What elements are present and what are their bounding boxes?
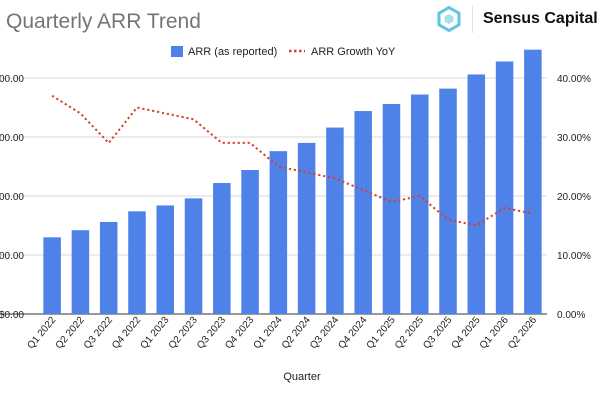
bar-q2-2023 bbox=[184, 198, 203, 314]
bar-q2-2022 bbox=[71, 230, 90, 314]
y-right-tick-label: 20.00% bbox=[557, 192, 591, 203]
brand-hexagon-icon bbox=[437, 6, 461, 32]
brand-logo-block: Sensus Capital bbox=[436, 4, 598, 34]
brand-name: Sensus Capital bbox=[483, 10, 598, 27]
x-tick-label: Q4 2022 bbox=[110, 315, 143, 352]
x-tick-label: Q1 2024 bbox=[252, 315, 285, 352]
bar-q3-2023 bbox=[213, 183, 231, 314]
bar-q2-2026 bbox=[524, 49, 542, 315]
x-tick-label: Q2 2026 bbox=[506, 315, 539, 352]
x-tick-label: Q3 2022 bbox=[82, 315, 115, 352]
bar-q3-2025 bbox=[439, 88, 457, 315]
x-tick-label: Q2 2023 bbox=[167, 315, 200, 352]
y-axis-left: $0.00 00.00 00.00 00.00 00.00 bbox=[0, 74, 24, 321]
x-tick-label: Q1 2025 bbox=[365, 315, 398, 352]
x-tick-label: Q1 2026 bbox=[478, 315, 511, 352]
x-tick-label: Q2 2024 bbox=[280, 315, 313, 352]
bar-q2-2025 bbox=[410, 94, 429, 315]
y-right-tick-label: 0.00% bbox=[557, 310, 585, 321]
x-tick-label: Q3 2024 bbox=[308, 315, 341, 352]
bar-q4-2022 bbox=[128, 211, 146, 314]
growth-line bbox=[51, 94, 534, 227]
x-axis-title: Quarter bbox=[283, 371, 321, 383]
legend: ARR (as reported) ARR Growth YoY bbox=[171, 46, 396, 58]
brand-separator bbox=[472, 5, 473, 33]
y-left-tick-label: 00.00 bbox=[0, 192, 24, 203]
bar-q3-2024 bbox=[326, 127, 344, 314]
y-right-tick-label: 30.00% bbox=[557, 133, 591, 144]
bar-q4-2024 bbox=[354, 111, 372, 314]
bar-q4-2023 bbox=[241, 170, 259, 314]
y-left-tick-label: $0.00 bbox=[0, 310, 24, 321]
legend-label-arr: ARR (as reported) bbox=[188, 46, 277, 58]
y-left-tick-label: 00.00 bbox=[0, 251, 24, 262]
x-tick-label: Q4 2025 bbox=[450, 315, 483, 352]
x-tick-label: Q2 2022 bbox=[54, 315, 87, 352]
bar-q4-2025 bbox=[467, 74, 486, 315]
bar-q1-2024 bbox=[269, 151, 288, 314]
y-axis-right: 0.00% 10.00% 20.00% 30.00% 40.00% bbox=[557, 74, 591, 321]
x-tick-label: Q4 2024 bbox=[336, 315, 369, 352]
x-tick-label: Q3 2025 bbox=[421, 315, 454, 352]
x-tick-label: Q2 2025 bbox=[393, 315, 426, 352]
y-left-tick-label: 00.00 bbox=[0, 133, 24, 144]
legend-label-growth: ARR Growth YoY bbox=[311, 46, 396, 58]
bar-q1-2022 bbox=[43, 237, 61, 314]
legend-swatch-arr bbox=[171, 46, 183, 57]
x-tick-label: Q1 2023 bbox=[138, 315, 171, 352]
bar-q1-2026 bbox=[495, 61, 514, 315]
bar-q1-2025 bbox=[382, 103, 401, 315]
x-tick-label: Q3 2023 bbox=[195, 315, 228, 352]
y-right-tick-label: 10.00% bbox=[557, 251, 591, 262]
y-right-tick-label: 40.00% bbox=[557, 74, 591, 85]
bar-series bbox=[43, 49, 542, 315]
bar-q2-2024 bbox=[297, 142, 316, 314]
x-tick-label: Q1 2022 bbox=[25, 315, 58, 352]
y-left-tick-label: 00.00 bbox=[0, 74, 24, 85]
bar-q1-2023 bbox=[156, 205, 175, 314]
bar-q3-2022 bbox=[99, 221, 118, 314]
line-series bbox=[51, 94, 534, 227]
chart-title: Quarterly ARR Trend bbox=[6, 10, 201, 33]
x-tick-label: Q4 2023 bbox=[223, 315, 256, 352]
